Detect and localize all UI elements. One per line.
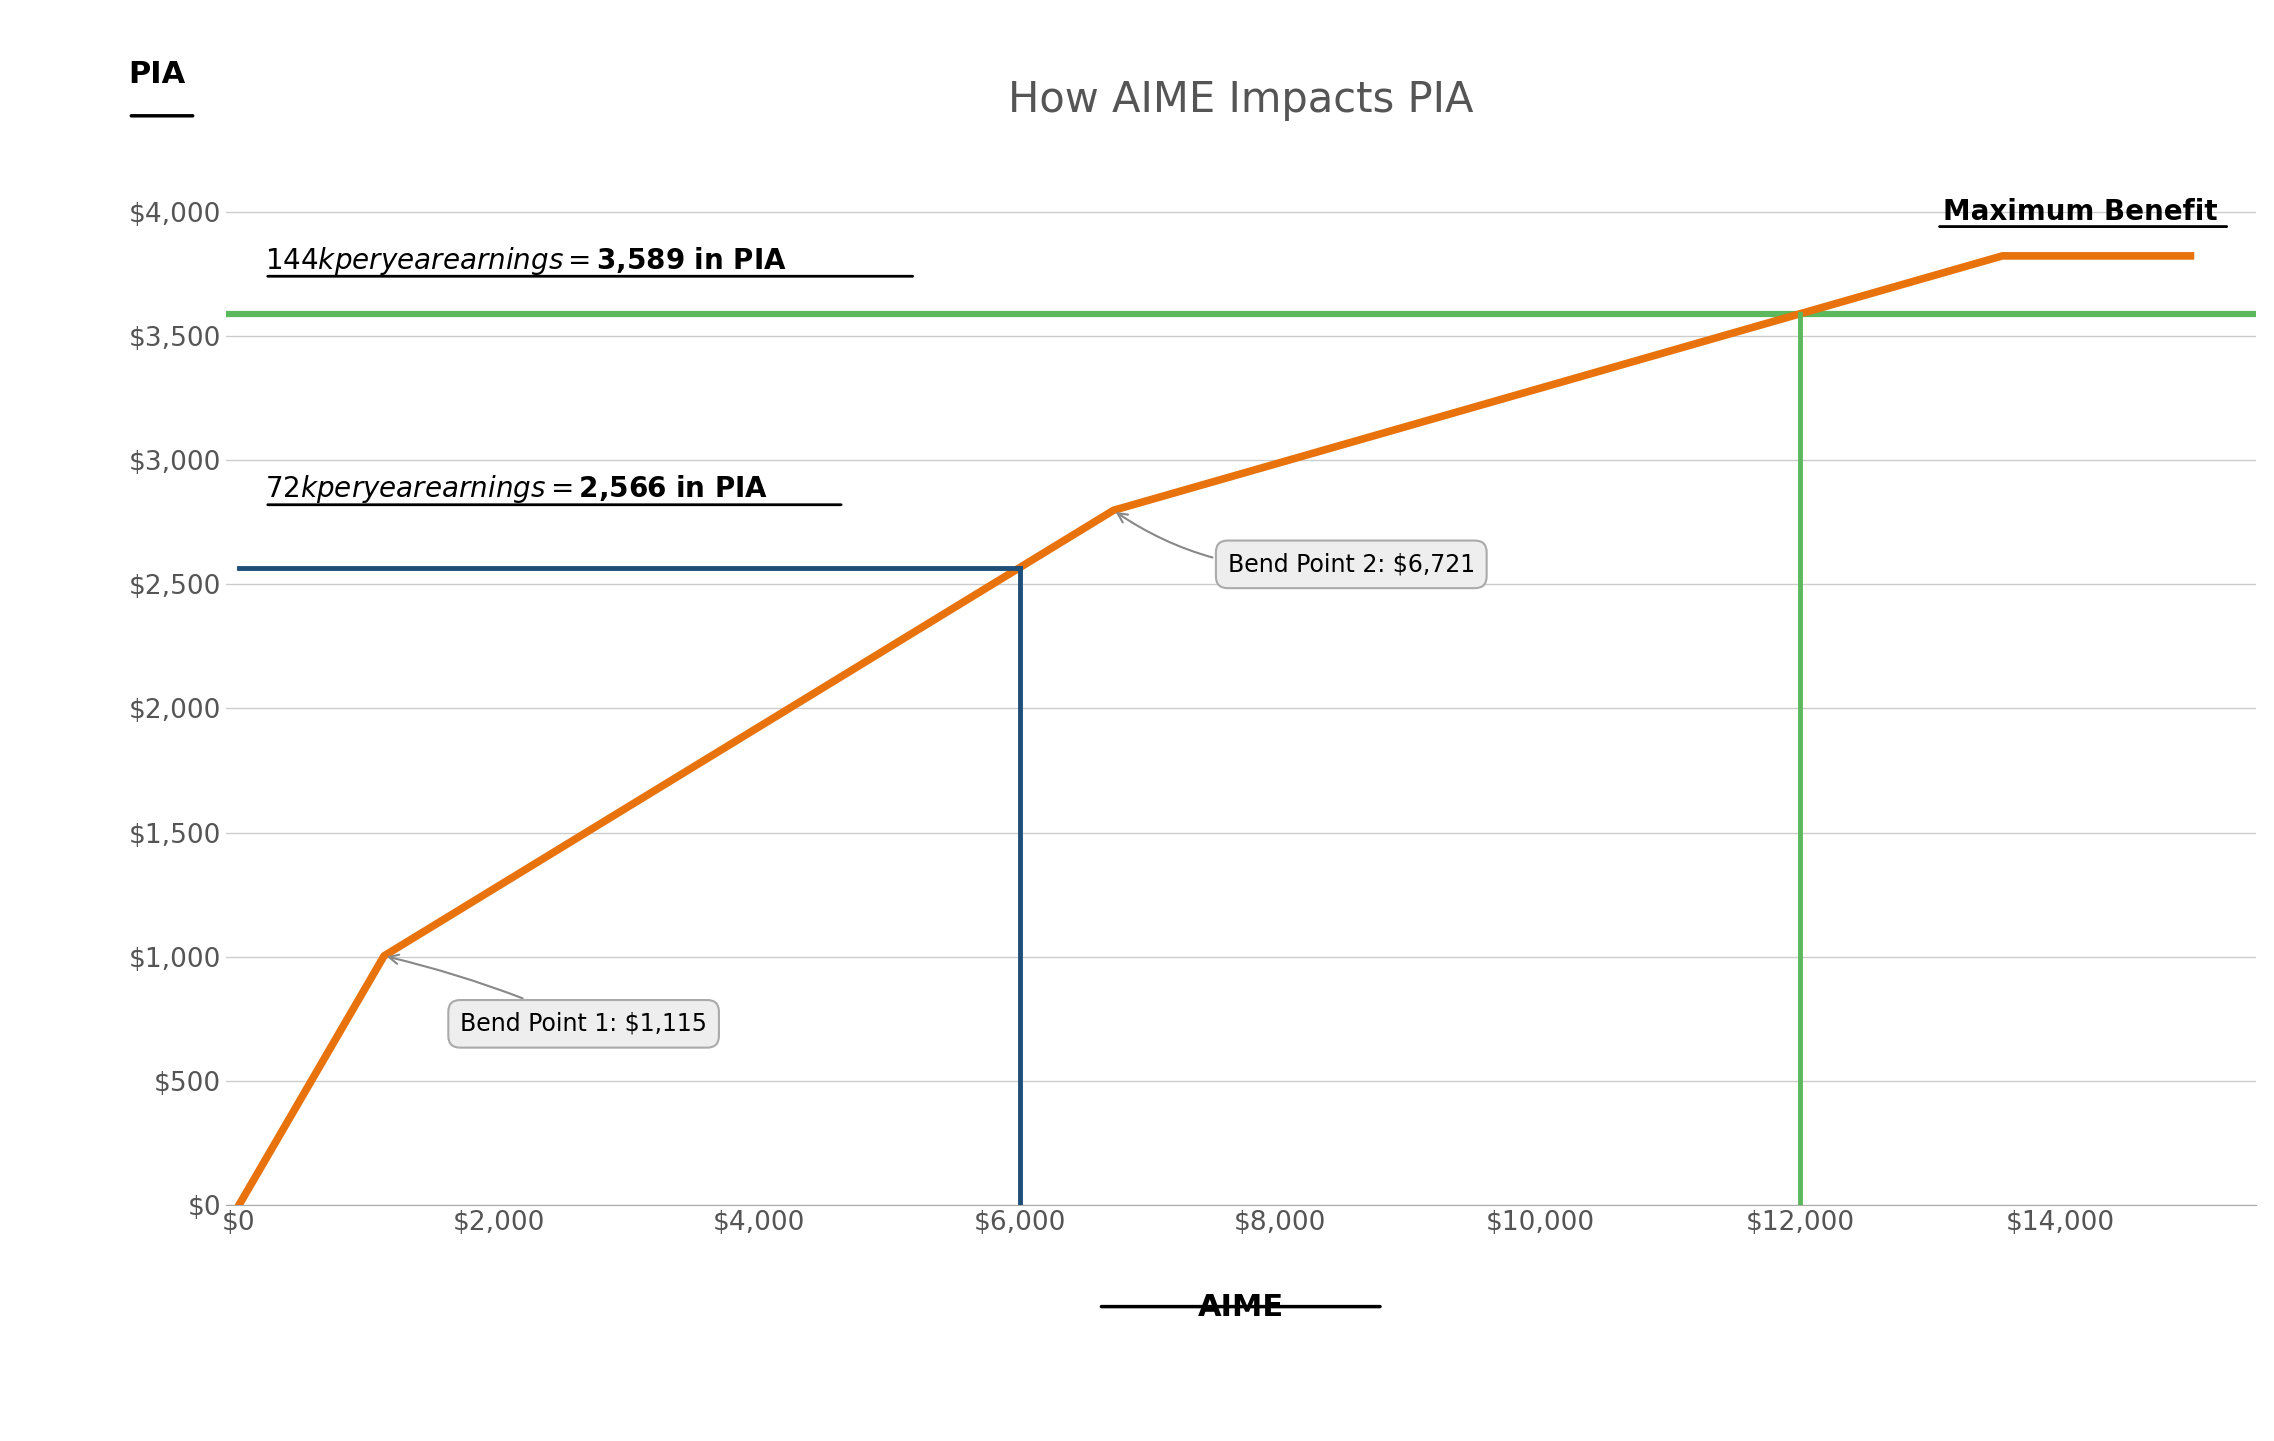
Text: Maximum Benefit: Maximum Benefit [1944,197,2217,226]
Text: $144k per year earnings = $3,589 in PIA: $144k per year earnings = $3,589 in PIA [266,245,787,277]
Title: How AIME Impacts PIA: How AIME Impacts PIA [1007,79,1474,121]
Text: PIA: PIA [130,61,186,89]
Text: Bend Point 2: $6,721: Bend Point 2: $6,721 [1117,513,1476,576]
Text: Bend Point 1: $1,115: Bend Point 1: $1,115 [389,954,707,1036]
Text: $72k per year earnings = $2,566 in PIA: $72k per year earnings = $2,566 in PIA [266,473,769,504]
Text: AIME: AIME [1198,1293,1285,1321]
